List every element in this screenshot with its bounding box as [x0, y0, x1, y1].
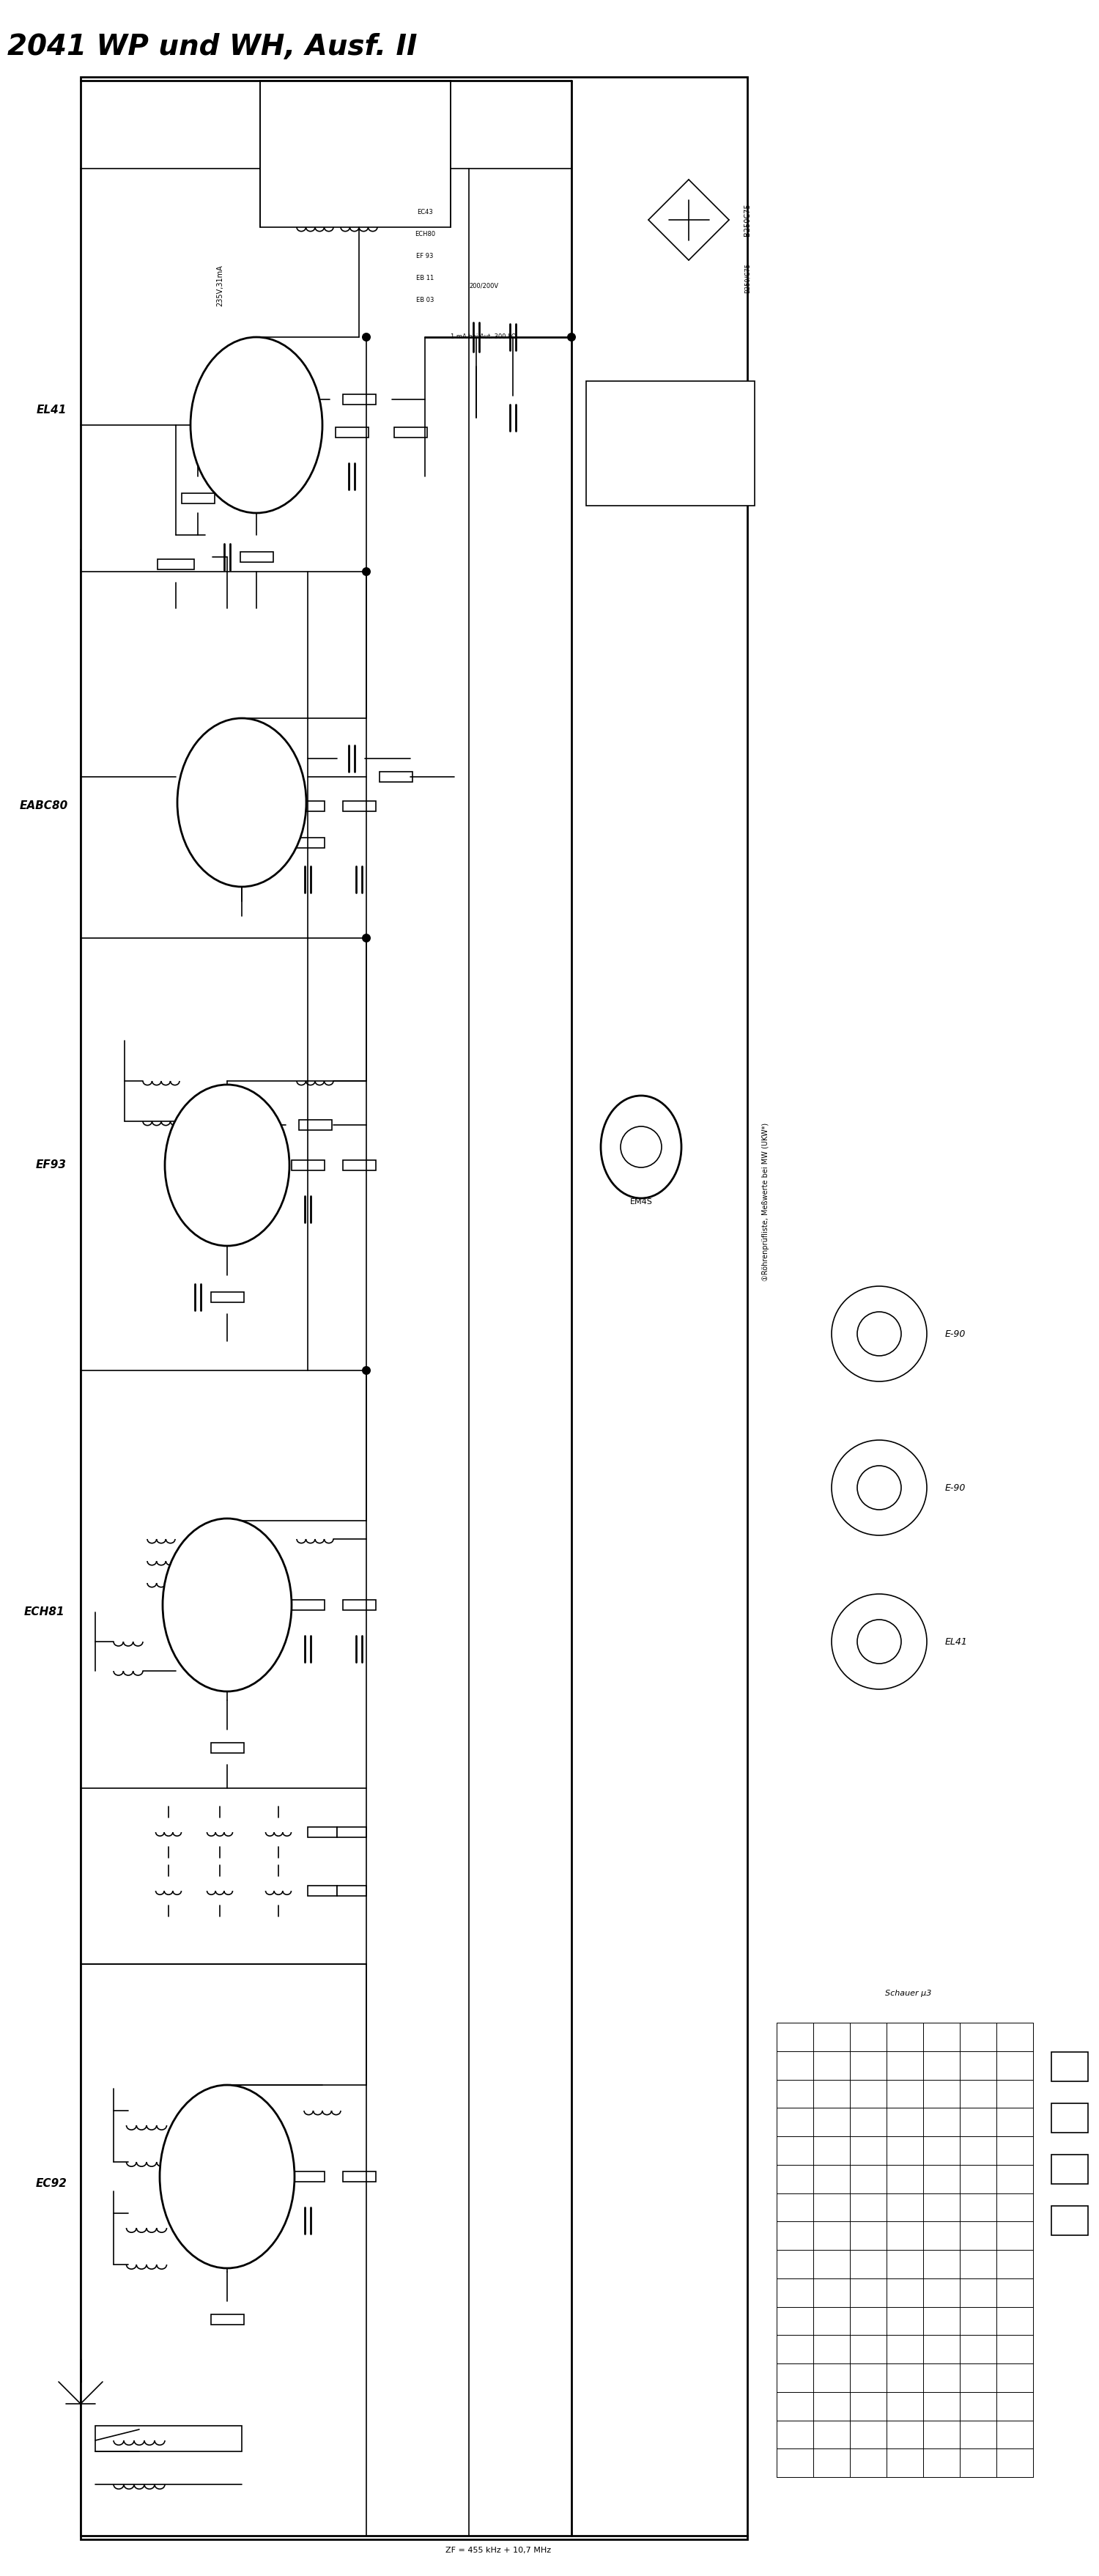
- Circle shape: [857, 1466, 901, 1510]
- Bar: [343, 394, 376, 404]
- Text: EABC80: EABC80: [20, 801, 68, 811]
- Bar: [343, 1159, 376, 1170]
- Text: EF 93: EF 93: [417, 252, 433, 260]
- Text: EL41: EL41: [945, 1636, 968, 1646]
- Bar: [1052, 2154, 1088, 2184]
- Ellipse shape: [190, 337, 322, 513]
- Bar: [211, 1744, 244, 1754]
- Bar: [211, 1293, 244, 1303]
- Bar: [80, 77, 747, 2540]
- Bar: [278, 106, 432, 126]
- Bar: [291, 2172, 324, 2182]
- Bar: [335, 428, 368, 438]
- Text: EB 11: EB 11: [417, 276, 434, 281]
- Bar: [1052, 2105, 1088, 2133]
- Text: 200/200V: 200/200V: [469, 283, 498, 289]
- Bar: [96, 2427, 242, 2452]
- Text: ECH80: ECH80: [414, 232, 435, 237]
- Circle shape: [832, 1595, 926, 1690]
- Circle shape: [567, 332, 576, 343]
- Text: E-90: E-90: [945, 1484, 966, 1492]
- Bar: [240, 551, 273, 562]
- Bar: [601, 425, 740, 448]
- Bar: [291, 801, 324, 811]
- Circle shape: [362, 567, 370, 577]
- Bar: [1052, 2205, 1088, 2236]
- Text: EB 03: EB 03: [417, 296, 434, 304]
- Circle shape: [362, 332, 370, 343]
- Text: E-90: E-90: [945, 1329, 966, 1340]
- Circle shape: [832, 1440, 926, 1535]
- Bar: [343, 1600, 376, 1610]
- Text: 1 mA bei Aut. 300 kΩ: 1 mA bei Aut. 300 kΩ: [451, 335, 517, 340]
- Text: ①Röhrenprüfliste, Meßwerte bei MW (UKW*): ①Röhrenprüfliste, Meßwerte bei MW (UKW*): [762, 1123, 769, 1280]
- Circle shape: [621, 1126, 662, 1167]
- Text: EF93: EF93: [36, 1159, 67, 1170]
- Text: EC92: EC92: [35, 2179, 67, 2190]
- Text: Schauer µ3: Schauer µ3: [886, 1989, 932, 1996]
- Bar: [308, 1886, 337, 1896]
- Bar: [379, 773, 412, 783]
- Bar: [157, 559, 195, 569]
- Ellipse shape: [177, 719, 307, 886]
- Bar: [601, 397, 740, 417]
- Circle shape: [362, 933, 370, 943]
- Bar: [181, 492, 214, 502]
- Bar: [1052, 2053, 1088, 2081]
- Ellipse shape: [163, 1517, 291, 1692]
- Bar: [343, 2172, 376, 2182]
- Bar: [393, 428, 426, 438]
- Text: ECH81: ECH81: [23, 1607, 65, 1618]
- Bar: [343, 801, 376, 811]
- Ellipse shape: [601, 1095, 681, 1198]
- Bar: [308, 1826, 337, 1837]
- Bar: [337, 1826, 366, 1837]
- Text: B250/C75: B250/C75: [744, 263, 751, 294]
- Text: EC43: EC43: [417, 209, 433, 216]
- Bar: [337, 1886, 366, 1896]
- Bar: [291, 1159, 324, 1170]
- Text: EM4S: EM4S: [630, 1198, 653, 1206]
- Bar: [278, 137, 432, 157]
- Bar: [586, 381, 755, 505]
- Ellipse shape: [165, 1084, 289, 1247]
- Text: ZF = 455 kHz + 10,7 MHz: ZF = 455 kHz + 10,7 MHz: [445, 2548, 551, 2553]
- Bar: [291, 1600, 324, 1610]
- Bar: [291, 837, 324, 848]
- Circle shape: [832, 1285, 926, 1381]
- Circle shape: [857, 1620, 901, 1664]
- Text: 2041 WP und WH, Ausf. II: 2041 WP und WH, Ausf. II: [8, 33, 418, 62]
- Circle shape: [362, 1365, 370, 1376]
- Circle shape: [857, 1311, 901, 1355]
- Text: EL41: EL41: [36, 404, 66, 415]
- Ellipse shape: [159, 2084, 295, 2269]
- Bar: [211, 2313, 244, 2324]
- Text: 235V,31mA: 235V,31mA: [217, 265, 223, 307]
- Bar: [260, 80, 451, 227]
- Bar: [299, 1121, 332, 1131]
- Text: B250C75: B250C75: [744, 204, 751, 237]
